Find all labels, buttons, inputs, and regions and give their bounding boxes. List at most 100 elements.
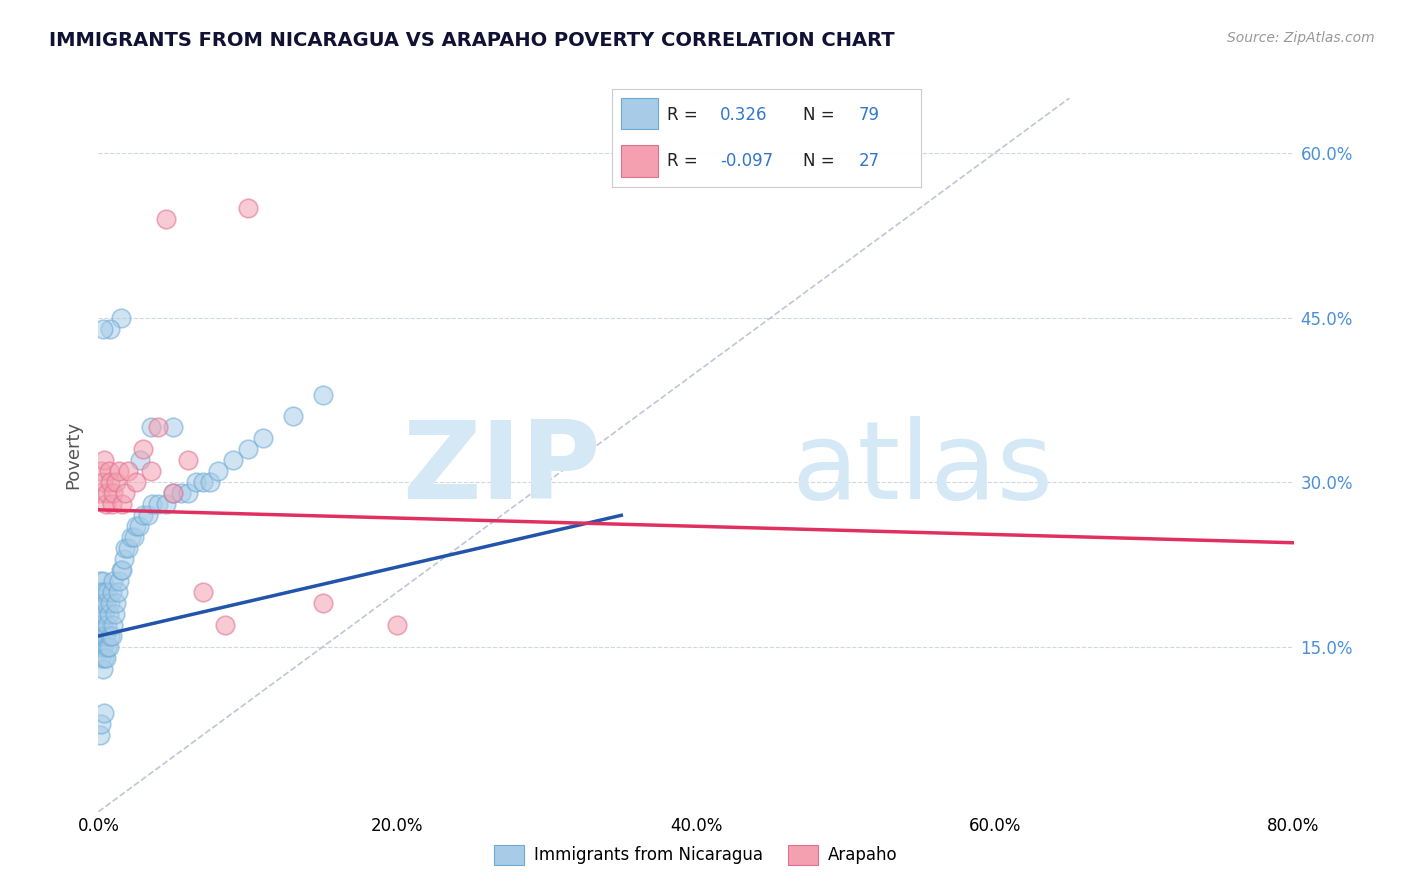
Point	[89, 607, 111, 621]
Point	[252, 432, 274, 446]
Point	[89, 574, 111, 589]
Point	[162, 420, 184, 434]
Y-axis label: Poverty: Poverty	[65, 421, 83, 489]
Point	[89, 486, 111, 500]
Point	[96, 486, 118, 500]
Point	[89, 596, 111, 610]
Point	[105, 475, 128, 490]
Text: 79: 79	[859, 106, 880, 124]
Point	[162, 486, 184, 500]
Point	[90, 464, 112, 478]
Point	[129, 453, 152, 467]
Point	[148, 420, 170, 434]
Point	[90, 585, 112, 599]
Legend: Immigrants from Nicaragua, Arapaho: Immigrants from Nicaragua, Arapaho	[488, 838, 904, 871]
Point	[101, 585, 124, 599]
Point	[90, 596, 112, 610]
Point	[91, 618, 114, 632]
Point	[100, 629, 122, 643]
Point	[90, 717, 112, 731]
Point	[236, 201, 259, 215]
Point	[111, 563, 134, 577]
Point	[207, 464, 229, 478]
Point	[114, 541, 136, 556]
Point	[108, 464, 131, 478]
Point	[311, 596, 333, 610]
Point	[90, 640, 112, 654]
Point	[191, 475, 214, 490]
Point	[162, 486, 184, 500]
Point	[91, 321, 114, 335]
Text: Source: ZipAtlas.com: Source: ZipAtlas.com	[1227, 31, 1375, 45]
Point	[94, 497, 117, 511]
Point	[90, 607, 112, 621]
Point	[89, 585, 111, 599]
Point	[89, 728, 111, 742]
Point	[214, 618, 236, 632]
Point	[103, 486, 125, 500]
Point	[111, 497, 134, 511]
Point	[90, 651, 112, 665]
Text: N =: N =	[803, 106, 841, 124]
Point	[139, 464, 162, 478]
Point	[91, 475, 114, 490]
Point	[94, 651, 117, 665]
Point	[311, 387, 333, 401]
Point	[139, 420, 162, 434]
Point	[103, 574, 125, 589]
Point	[89, 607, 111, 621]
Point	[124, 530, 146, 544]
Point	[90, 629, 112, 643]
Point	[281, 409, 304, 424]
Point	[94, 629, 117, 643]
Point	[93, 453, 115, 467]
Point	[200, 475, 222, 490]
Text: IMMIGRANTS FROM NICARAGUA VS ARAPAHO POVERTY CORRELATION CHART: IMMIGRANTS FROM NICARAGUA VS ARAPAHO POV…	[49, 31, 894, 50]
Point	[128, 519, 150, 533]
Point	[155, 497, 177, 511]
Text: -0.097: -0.097	[720, 152, 773, 169]
Point	[89, 618, 111, 632]
Point	[110, 310, 132, 325]
Point	[101, 629, 124, 643]
Point	[96, 618, 118, 632]
Point	[96, 640, 118, 654]
Point	[90, 618, 112, 632]
Point	[97, 640, 120, 654]
Point	[148, 497, 170, 511]
Point	[89, 596, 111, 610]
FancyBboxPatch shape	[621, 145, 658, 177]
Point	[136, 508, 159, 523]
Point	[107, 585, 129, 599]
Point	[105, 596, 128, 610]
Point	[132, 442, 155, 457]
Point	[93, 706, 115, 720]
Point	[89, 585, 111, 599]
Point	[177, 453, 200, 467]
Text: R =: R =	[668, 152, 703, 169]
Text: atlas: atlas	[792, 417, 1053, 522]
Point	[112, 552, 135, 566]
Point	[184, 475, 207, 490]
Point	[120, 530, 142, 544]
Point	[117, 464, 139, 478]
Point	[100, 321, 122, 335]
Point	[385, 618, 409, 632]
Point	[101, 497, 124, 511]
Point	[93, 629, 115, 643]
Point	[155, 211, 177, 226]
Point	[89, 618, 111, 632]
Point	[94, 596, 117, 610]
Point	[91, 596, 114, 610]
Point	[177, 486, 200, 500]
FancyBboxPatch shape	[621, 98, 658, 129]
Point	[110, 563, 132, 577]
Point	[100, 475, 122, 490]
Point	[169, 486, 191, 500]
Text: 27: 27	[859, 152, 880, 169]
Point	[117, 541, 139, 556]
Point	[91, 640, 114, 654]
Point	[93, 585, 115, 599]
Point	[100, 596, 122, 610]
Point	[125, 519, 148, 533]
